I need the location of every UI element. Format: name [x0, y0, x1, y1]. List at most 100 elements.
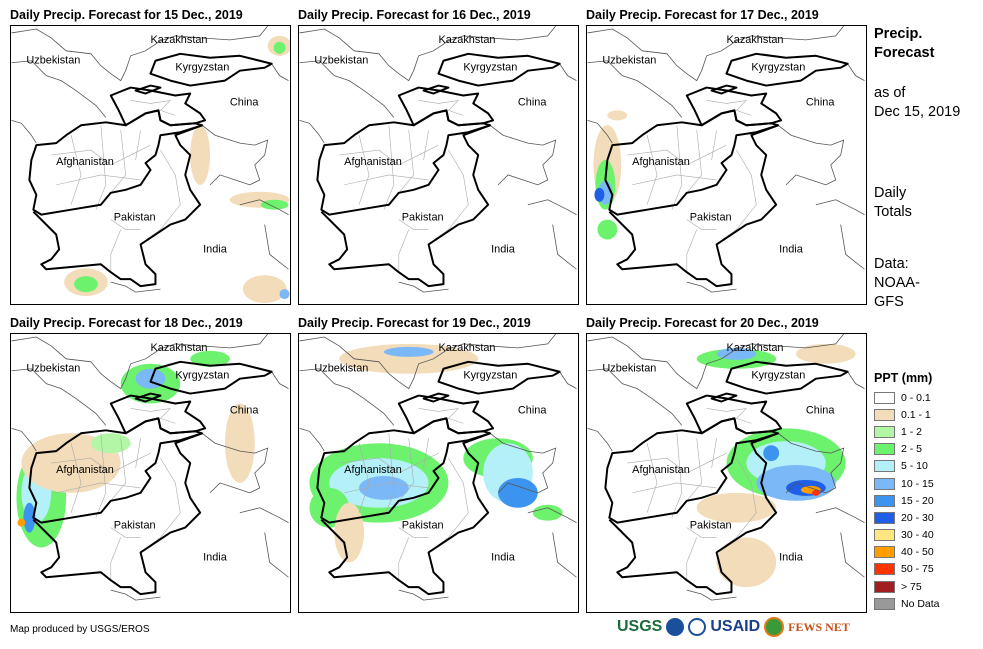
- map-svg: Kazakhstan Uzbekistan Kyrgyzstan China Afgha…: [587, 333, 865, 601]
- legend-swatch: [874, 580, 895, 593]
- precip-area: [359, 475, 409, 500]
- precip-area: [607, 110, 628, 121]
- precip-map: Kazakhstan Uzbekistan Kyrgyzstan China Afgha…: [298, 333, 579, 613]
- dos-seal-logo: [688, 618, 707, 636]
- usaid-logo: USAID: [710, 618, 761, 635]
- precip-area: [190, 350, 230, 367]
- legend-item: 30 - 40: [874, 527, 940, 544]
- legend-swatch: [874, 563, 895, 576]
- country-label-afghanistan: Afghanistan: [56, 156, 114, 168]
- daily-totals-label: Daily Totals: [874, 185, 912, 220]
- country-label-india: India: [779, 243, 804, 255]
- legend-swatch: [874, 494, 895, 507]
- legend-item: 15 - 20: [874, 492, 940, 509]
- legend-swatch: [874, 477, 895, 490]
- legend-label: 15 - 20: [901, 494, 934, 507]
- country-label-india: India: [491, 551, 516, 563]
- country-label-kazakhstan: Kazakhstan: [727, 34, 784, 46]
- legend-item: 5 - 10: [874, 458, 940, 475]
- legend-label: 0.1 - 1: [901, 408, 931, 421]
- precip-area: [498, 477, 538, 508]
- precip-area: [716, 347, 757, 360]
- legend-label: 2 - 5: [901, 443, 923, 456]
- country-label-afghanistan: Afghanistan: [56, 464, 114, 476]
- country-label-china: China: [518, 404, 547, 416]
- precip-area: [763, 445, 780, 462]
- panel-title: Daily Precip. Forecast for 19 Dec., 2019: [298, 316, 531, 330]
- legend-item: 0.1 - 1: [874, 406, 940, 423]
- legend-swatch: [874, 425, 895, 438]
- legend-item: No Data: [874, 595, 940, 612]
- country-label-kyrgyzstan: Kyrgyzstan: [463, 370, 517, 382]
- map-svg: Kazakhstan Uzbekistan Kyrgyzstan China Afgha…: [11, 333, 289, 601]
- side-title: Precip. Forecast: [874, 26, 935, 61]
- country-label-china: China: [806, 404, 835, 416]
- country-label-india: India: [491, 243, 516, 255]
- map-svg: Kazakhstan Uzbekistan Kyrgyzstan China Afgha…: [299, 25, 577, 293]
- country-label-india: India: [203, 551, 228, 563]
- precip-map: Kazakhstan Uzbekistan Kyrgyzstan China Afgha…: [10, 333, 291, 613]
- legend-swatch: [874, 391, 895, 404]
- precip-area: [260, 199, 289, 210]
- usgs-logo: USGS: [617, 618, 663, 635]
- country-label-china: China: [230, 404, 259, 416]
- country-label-afghanistan: Afghanistan: [632, 464, 690, 476]
- precip-area: [597, 219, 618, 240]
- panel-title: Daily Precip. Forecast for 18 Dec., 2019: [10, 316, 243, 330]
- country-label-kyrgyzstan: Kyrgyzstan: [751, 370, 805, 382]
- map-svg: Kazakhstan Uzbekistan Kyrgyzstan China Afgha…: [587, 25, 865, 293]
- legend-label: 30 - 40: [901, 529, 934, 542]
- data-source: Data: NOAA- GFS: [874, 256, 920, 310]
- panel-title: Daily Precip. Forecast for 17 Dec., 2019: [586, 8, 819, 22]
- panel-title: Daily Precip. Forecast for 20 Dec., 2019: [586, 316, 819, 330]
- legend-swatch: [874, 460, 895, 473]
- country-label-kyrgyzstan: Kyrgyzstan: [463, 62, 517, 74]
- legend-label: 1 - 2: [901, 425, 923, 438]
- legend-item: 10 - 15: [874, 475, 940, 492]
- panel-title: Daily Precip. Forecast for 16 Dec., 2019: [298, 8, 531, 22]
- country-label-pakistan: Pakistan: [690, 212, 732, 224]
- precip-area: [279, 289, 290, 300]
- country-label-uzbekistan: Uzbekistan: [314, 363, 368, 375]
- legend-item: 20 - 30: [874, 509, 940, 526]
- country-label-kazakhstan: Kazakhstan: [151, 34, 208, 46]
- country-label-uzbekistan: Uzbekistan: [314, 55, 368, 67]
- legend-swatch: [874, 443, 895, 456]
- country-label-pakistan: Pakistan: [114, 212, 156, 224]
- legend-swatch: [874, 597, 895, 610]
- country-label-uzbekistan: Uzbekistan: [602, 55, 656, 67]
- legend-title: PPT (mm): [874, 371, 933, 385]
- precip-area: [90, 433, 131, 454]
- legend-swatch: [874, 529, 895, 542]
- logos: USGS USAID FEWS NET: [617, 617, 850, 637]
- country-label-pakistan: Pakistan: [690, 520, 732, 532]
- legend-item: 1 - 2: [874, 423, 940, 440]
- legend-item: 0 - 0.1: [874, 389, 940, 406]
- legend-label: 0 - 0.1: [901, 391, 931, 404]
- credit-text: Map produced by USGS/EROS: [10, 624, 150, 635]
- legend-swatch: [874, 511, 895, 524]
- country-label-afghanistan: Afghanistan: [344, 156, 402, 168]
- country-label-pakistan: Pakistan: [402, 212, 444, 224]
- precip-area: [796, 343, 856, 364]
- country-label-kyrgyzstan: Kyrgyzstan: [175, 62, 229, 74]
- precip-area: [242, 275, 287, 304]
- legend-item: 2 - 5: [874, 441, 940, 458]
- precip-area: [74, 276, 98, 293]
- precip-area: [532, 504, 563, 521]
- legend-label: 20 - 30: [901, 511, 934, 524]
- map-svg: Kazakhstan Uzbekistan Kyrgyzstan China Afgha…: [299, 333, 577, 601]
- country-label-afghanistan: Afghanistan: [632, 156, 690, 168]
- country-label-pakistan: Pakistan: [402, 520, 444, 532]
- precip-area: [273, 41, 286, 54]
- country-label-kazakhstan: Kazakhstan: [151, 342, 208, 354]
- legend-swatch: [874, 408, 895, 421]
- map-svg: Kazakhstan Uzbekistan Kyrgyzstan China Afgha…: [11, 25, 292, 304]
- precip-area: [383, 346, 434, 357]
- precip-map: Kazakhstan Uzbekistan Kyrgyzstan China Afgha…: [586, 25, 867, 305]
- legend-item: 40 - 50: [874, 544, 940, 561]
- fews-globe-icon: [764, 617, 785, 637]
- precip-area: [811, 489, 820, 496]
- country-label-china: China: [230, 96, 259, 108]
- country-label-china: China: [806, 96, 835, 108]
